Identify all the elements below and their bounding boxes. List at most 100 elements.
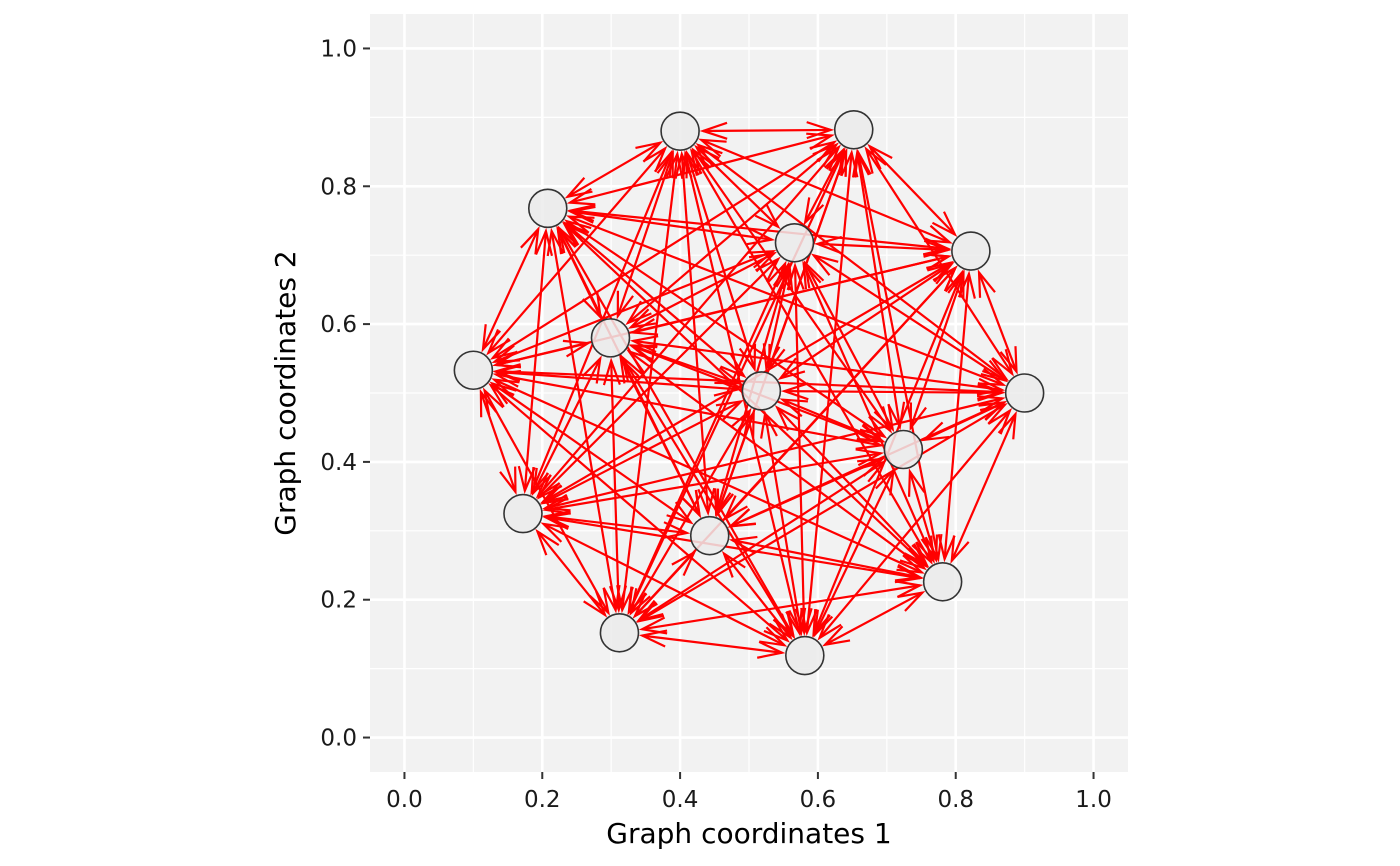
edge-arrowhead — [531, 467, 552, 497]
edge-line — [817, 242, 948, 252]
edge-arrowhead — [488, 382, 515, 408]
edge-arrowhead — [921, 421, 950, 442]
edge-arrowhead — [728, 535, 758, 554]
edge-line — [818, 409, 1011, 639]
edge-arrowhead — [864, 146, 887, 174]
edge — [535, 528, 608, 618]
edge-arrowhead — [638, 629, 668, 648]
y-tick-label: 1.0 — [320, 36, 357, 62]
edge-arrowhead — [786, 262, 805, 291]
edge-line — [619, 357, 701, 516]
edge-arrowhead — [720, 353, 747, 379]
edge-arrowhead — [699, 121, 728, 140]
edge — [627, 251, 778, 329]
edge-line — [495, 373, 881, 447]
x-tick-label: 1.0 — [1075, 787, 1112, 813]
y-tick-label: 0.0 — [320, 726, 357, 752]
edge — [977, 269, 1018, 375]
y-tick-label: 0.2 — [320, 588, 357, 614]
edge-line — [481, 228, 540, 350]
edge-arrowhead — [802, 260, 822, 290]
edge-line — [978, 272, 1018, 372]
edge-arrowhead — [489, 381, 517, 405]
edge — [565, 215, 1007, 386]
edge-line — [868, 145, 956, 236]
edge — [629, 407, 752, 616]
y-tick-label: 0.4 — [320, 450, 357, 476]
edge-arrowhead — [661, 521, 691, 540]
edge — [616, 149, 674, 320]
edge-line — [610, 360, 620, 610]
x-tick-label: 0.6 — [800, 787, 837, 813]
edge-arrowhead — [780, 382, 809, 401]
edge — [822, 591, 926, 647]
edge-arrowhead — [768, 613, 793, 641]
edge-arrowhead — [803, 260, 825, 289]
edge-line — [633, 339, 1002, 392]
edge-arrowhead — [920, 534, 939, 564]
edge-arrowhead — [813, 609, 834, 638]
edge-arrowhead — [813, 235, 843, 254]
edge-arrowhead — [991, 348, 1015, 377]
x-tick-label: 0.4 — [662, 787, 699, 813]
edge-arrowhead — [540, 484, 569, 505]
edge-arrowhead — [760, 410, 778, 439]
edge-arrowhead — [754, 203, 781, 230]
edge-arrowhead — [803, 197, 825, 226]
edge — [760, 410, 807, 637]
edge-arrowhead — [779, 398, 808, 418]
edge-arrowhead — [626, 349, 654, 373]
edge — [909, 269, 965, 432]
y-tick-label: 0.8 — [320, 174, 357, 200]
edge-arrowhead — [937, 534, 956, 563]
edge-line — [805, 152, 853, 633]
edge-line — [542, 400, 742, 505]
edge-arrowhead — [894, 563, 924, 582]
edge-arrowhead — [565, 215, 595, 234]
edge-arrowhead — [625, 300, 652, 326]
edge — [492, 369, 885, 450]
edge-arrowhead — [806, 132, 835, 151]
edge-line — [782, 398, 883, 442]
edge-line — [804, 262, 894, 430]
edge-line — [856, 152, 901, 427]
y-tick-label: 0.6 — [320, 312, 357, 338]
edge-line — [479, 391, 517, 493]
edge-line — [545, 515, 688, 535]
edge-arrowhead — [671, 549, 697, 576]
edge-line — [616, 152, 674, 317]
edge-line — [638, 403, 1006, 623]
edge-arrowhead — [903, 541, 930, 568]
edge-line — [545, 452, 881, 511]
edge-arrowhead — [788, 607, 807, 637]
edge-line — [537, 146, 840, 497]
edge-arrowhead — [774, 405, 801, 431]
edge-arrowhead — [987, 407, 1013, 435]
edge-line — [732, 539, 921, 579]
edge — [540, 399, 745, 505]
edge-arrowhead — [746, 227, 776, 246]
edge-line — [824, 591, 923, 646]
edge-arrowhead — [932, 265, 958, 292]
node-11 — [503, 493, 543, 534]
node-7 — [453, 350, 494, 391]
edge-arrowhead — [957, 270, 976, 299]
edge-arrowhead — [859, 460, 887, 483]
edge-line — [793, 265, 806, 633]
edge-arrowhead — [588, 587, 610, 616]
edge-arrowhead — [557, 225, 579, 254]
edges — [479, 121, 1018, 659]
edge-arrowhead — [855, 432, 885, 450]
edge-arrowhead — [540, 522, 569, 543]
edge-line — [802, 263, 935, 562]
edge-line — [779, 262, 953, 380]
edge-arrowhead — [566, 187, 596, 206]
edge-line — [784, 390, 1002, 394]
node-5 — [951, 231, 991, 271]
edge-arrowhead — [759, 626, 788, 647]
edge-line — [638, 461, 885, 622]
edge-arrowhead — [481, 324, 502, 353]
edge-arrowhead — [894, 580, 924, 599]
edge-arrowhead — [546, 227, 565, 257]
